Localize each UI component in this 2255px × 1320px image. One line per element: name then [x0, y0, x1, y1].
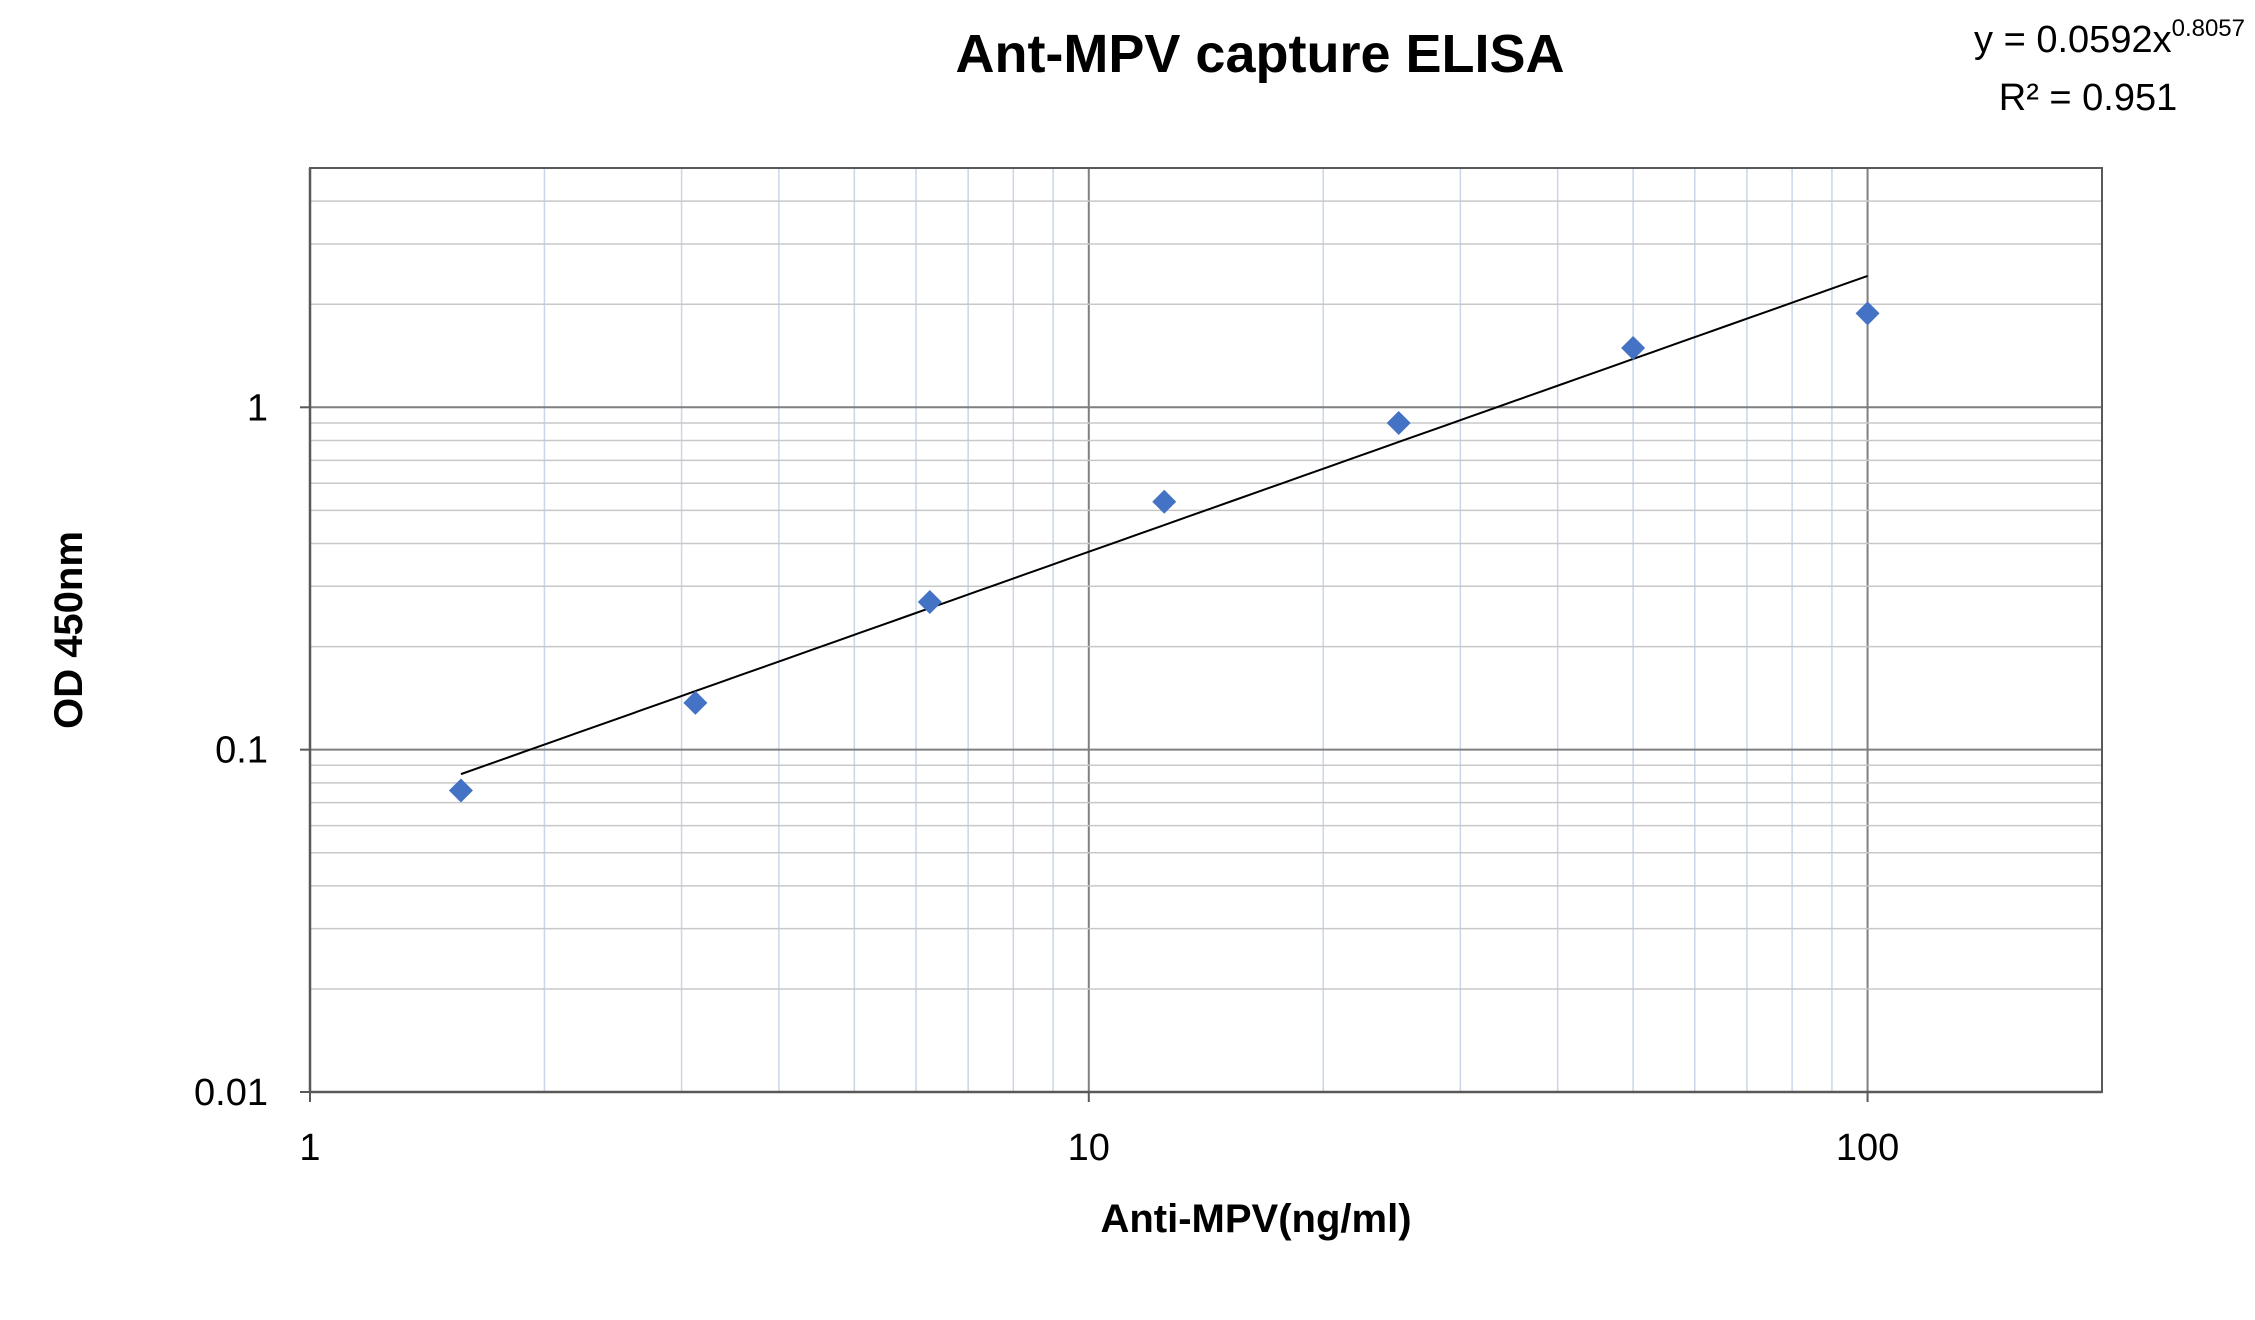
- chart-title: Ant-MPV capture ELISA: [955, 24, 1564, 84]
- y-axis-title: OD 450nm: [47, 531, 91, 729]
- x-tick-label: 1: [299, 1127, 320, 1169]
- plot-area-frame: [309, 167, 2103, 1093]
- x-axis-title: Anti-MPV(ng/ml): [1100, 1197, 1411, 1241]
- trendline-group: [460, 274, 1868, 776]
- data-point: [1855, 301, 1880, 326]
- tick-labels: 1 10 100 0.01 0.1 1: [194, 387, 1899, 1169]
- power-trendline: [460, 274, 1868, 776]
- data-point: [1386, 410, 1411, 435]
- data-point: [448, 778, 473, 803]
- trendline-equation-base: y = 0.0592x: [1974, 19, 2172, 61]
- y-tick-label: 1: [247, 387, 268, 429]
- grid: [309, 167, 2103, 1093]
- x-tick-label: 100: [1836, 1127, 1899, 1169]
- data-point: [1152, 489, 1177, 514]
- y-tick-label: 0.1: [215, 730, 268, 772]
- trendline-equation-exponent: 0.8057: [2172, 15, 2245, 42]
- data-points: [448, 301, 1880, 803]
- axes: [300, 168, 2102, 1102]
- data-point: [683, 690, 708, 715]
- trendline-r-squared: R² = 0.951: [1999, 77, 2178, 119]
- y-tick-label: 0.01: [194, 1072, 268, 1114]
- trendline-equation: y = 0.0592x0.8057: [1974, 15, 2245, 61]
- data-point: [917, 589, 942, 614]
- x-tick-label: 10: [1068, 1127, 1110, 1169]
- data-point: [1621, 336, 1646, 361]
